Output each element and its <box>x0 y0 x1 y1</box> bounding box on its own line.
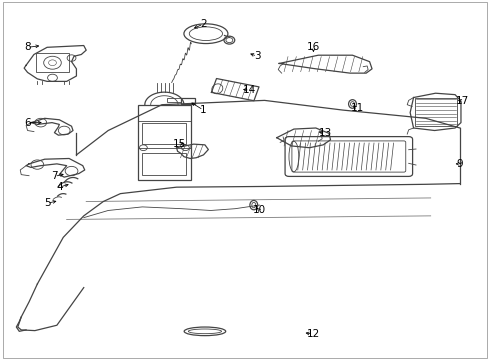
Text: 2: 2 <box>200 19 207 29</box>
Text: 1: 1 <box>200 105 207 115</box>
Text: 16: 16 <box>307 42 320 52</box>
Text: 11: 11 <box>351 103 364 113</box>
Text: 10: 10 <box>253 206 266 216</box>
Text: 4: 4 <box>56 182 63 192</box>
Text: 15: 15 <box>172 139 186 149</box>
Text: 12: 12 <box>307 329 320 339</box>
Text: 17: 17 <box>456 96 469 106</box>
Text: 7: 7 <box>51 171 58 181</box>
Text: 14: 14 <box>243 85 256 95</box>
Text: 9: 9 <box>457 159 464 169</box>
Text: 6: 6 <box>24 118 31 128</box>
Text: 13: 13 <box>319 129 332 138</box>
Text: 5: 5 <box>44 198 50 208</box>
Text: 8: 8 <box>24 42 31 52</box>
Text: 3: 3 <box>254 51 261 61</box>
